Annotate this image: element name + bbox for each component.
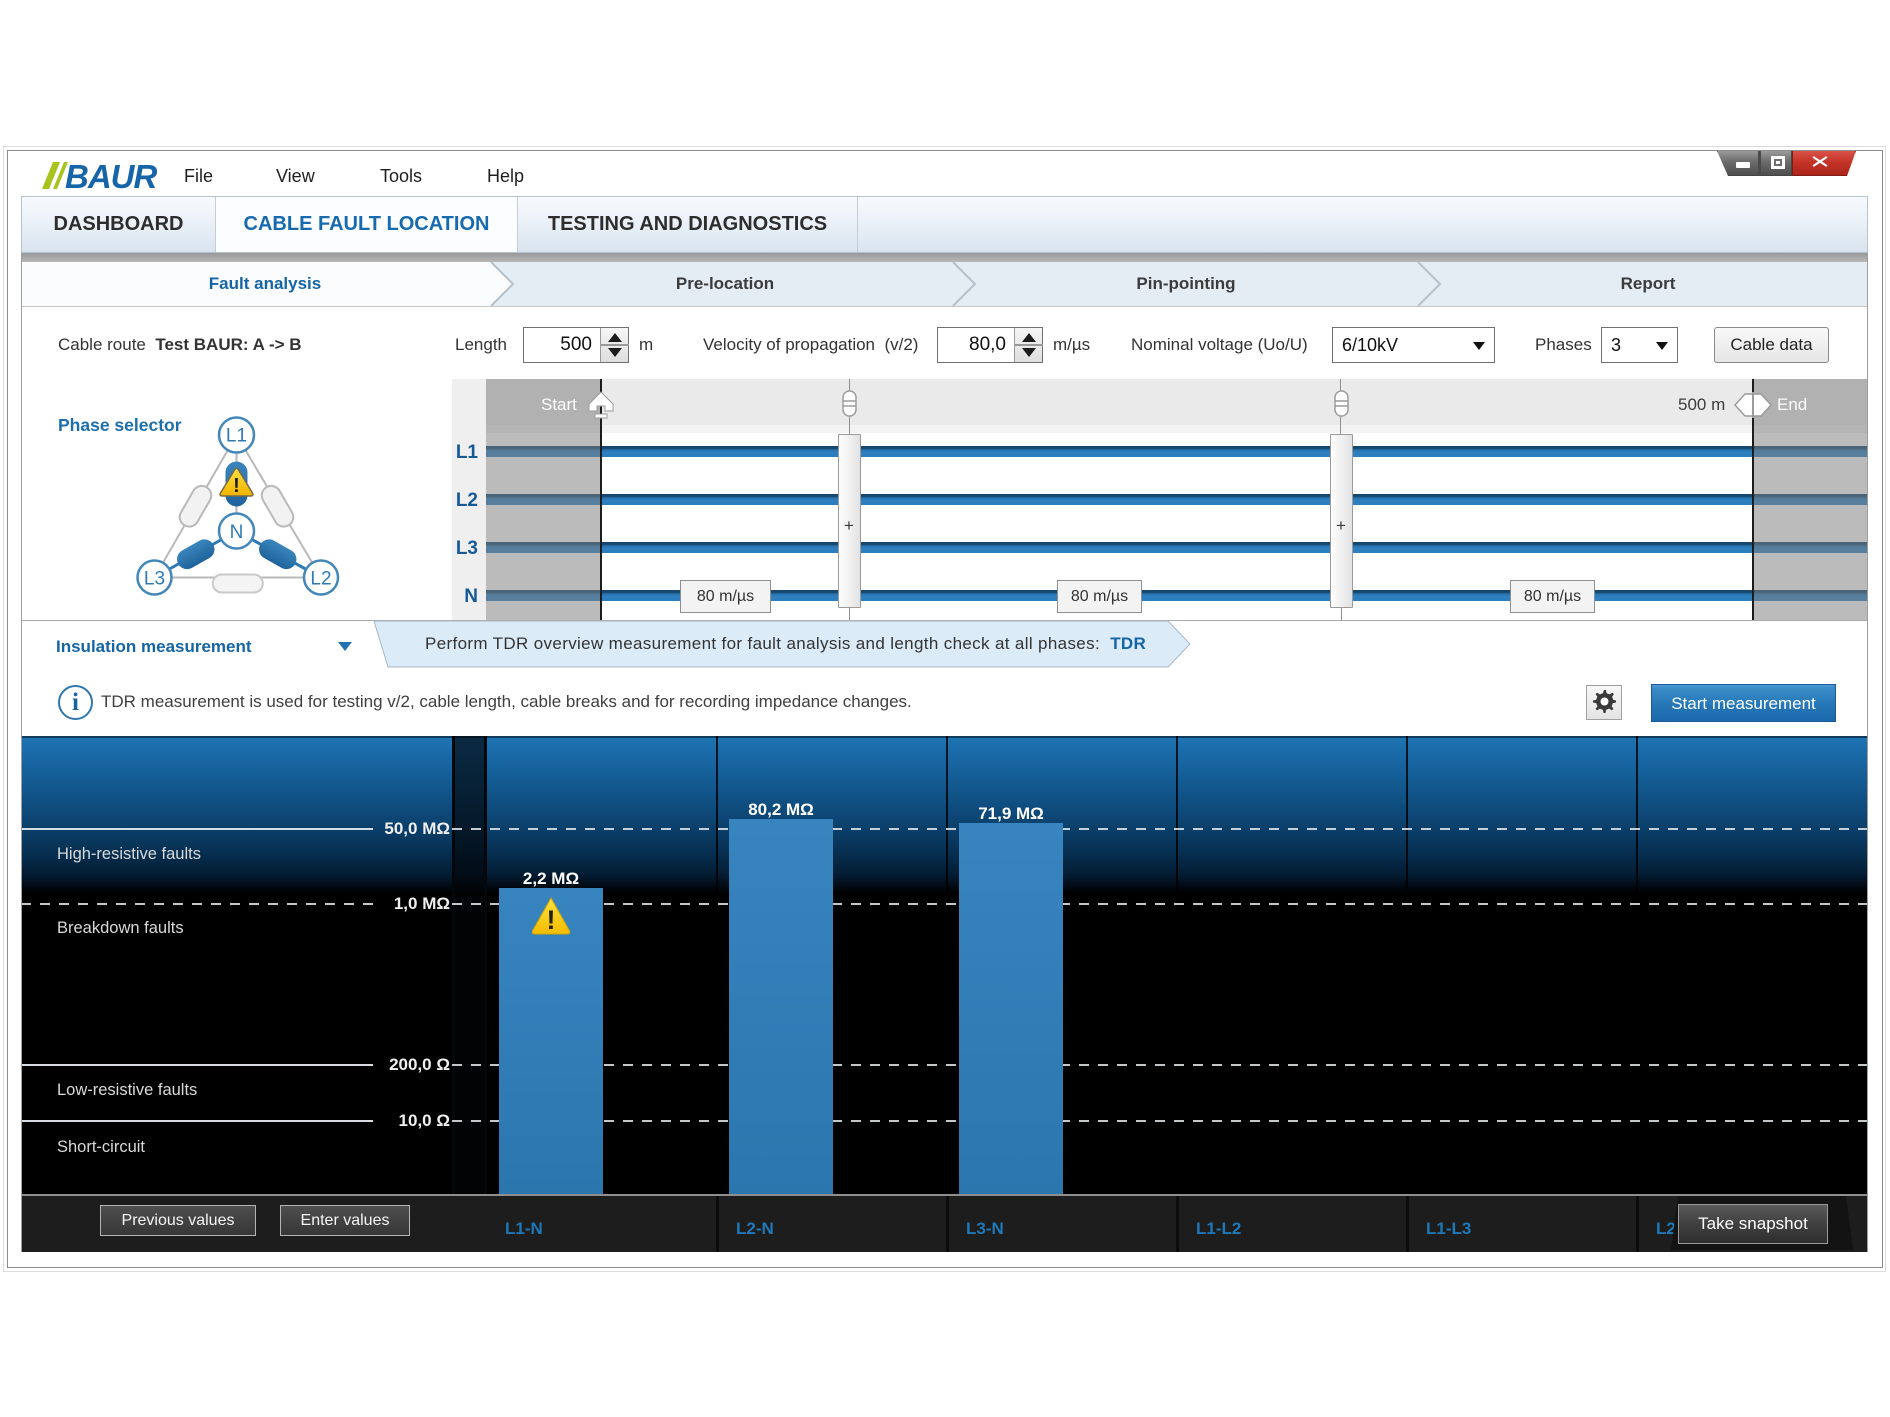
svg-text:!: ! <box>547 905 556 935</box>
svg-text:L2: L2 <box>310 569 331 590</box>
svg-text:!: ! <box>233 475 240 497</box>
svg-text:N: N <box>230 522 244 543</box>
svg-text:L3: L3 <box>144 569 165 590</box>
svg-text:BAUR: BAUR <box>65 158 157 192</box>
svg-text:L1: L1 <box>226 426 247 447</box>
